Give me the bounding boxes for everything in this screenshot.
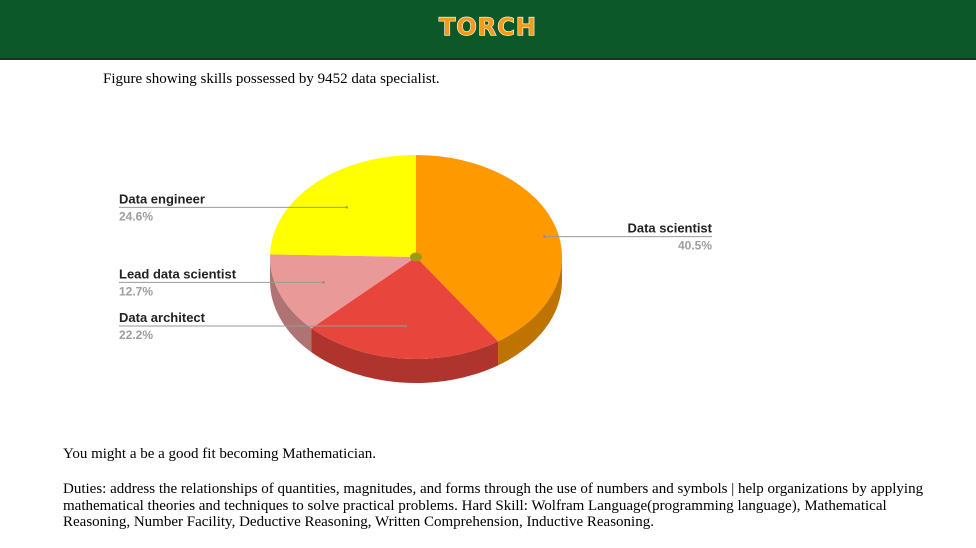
slice-label-0: Data scientist [627,221,712,236]
torch-logo[interactable]: TORCH [438,12,537,41]
figure-caption: Figure showing skills possessed by 9452 … [103,71,440,87]
pie-slice-0[interactable] [416,155,562,342]
career-duties-text: Duties: address the relationships of qua… [63,481,924,530]
leader-dot-0 [543,235,546,238]
slice-percent-3: 24.6% [119,209,153,223]
header-bar: TORCH [0,0,976,60]
slice-percent-1: 22.2% [119,328,153,342]
slice-label-2: Lead data scientist [119,266,237,281]
pie-slice-3[interactable] [270,155,416,257]
skills-pie-chart: Data scientist 40.5% Data architect 22.2% Le… [119,155,713,383]
leader-dot-2 [322,281,325,284]
pie-slice-1[interactable] [311,257,499,359]
pie-side-walls [270,257,562,383]
leader-dot-3 [345,206,348,209]
slice-percent-2: 12.7% [119,284,153,298]
pie-slice-side-0 [498,257,562,366]
slice-label-3: Data engineer [119,191,205,206]
career-fit-text: You might a be a good fit becoming Mathe… [63,446,377,462]
slice-percent-0: 40.5% [678,239,712,253]
pie-slice-side-2 [270,257,312,353]
slice-label-1: Data architect [119,310,206,325]
pie-labels: Data scientist 40.5% Data architect 22.2% Le… [119,191,713,342]
pie-slice-side-1 [311,328,499,383]
pie-top [270,155,562,359]
pie-slice-2[interactable] [270,254,416,329]
leader-dot-1 [404,324,408,328]
pie-center-knob [410,252,422,262]
